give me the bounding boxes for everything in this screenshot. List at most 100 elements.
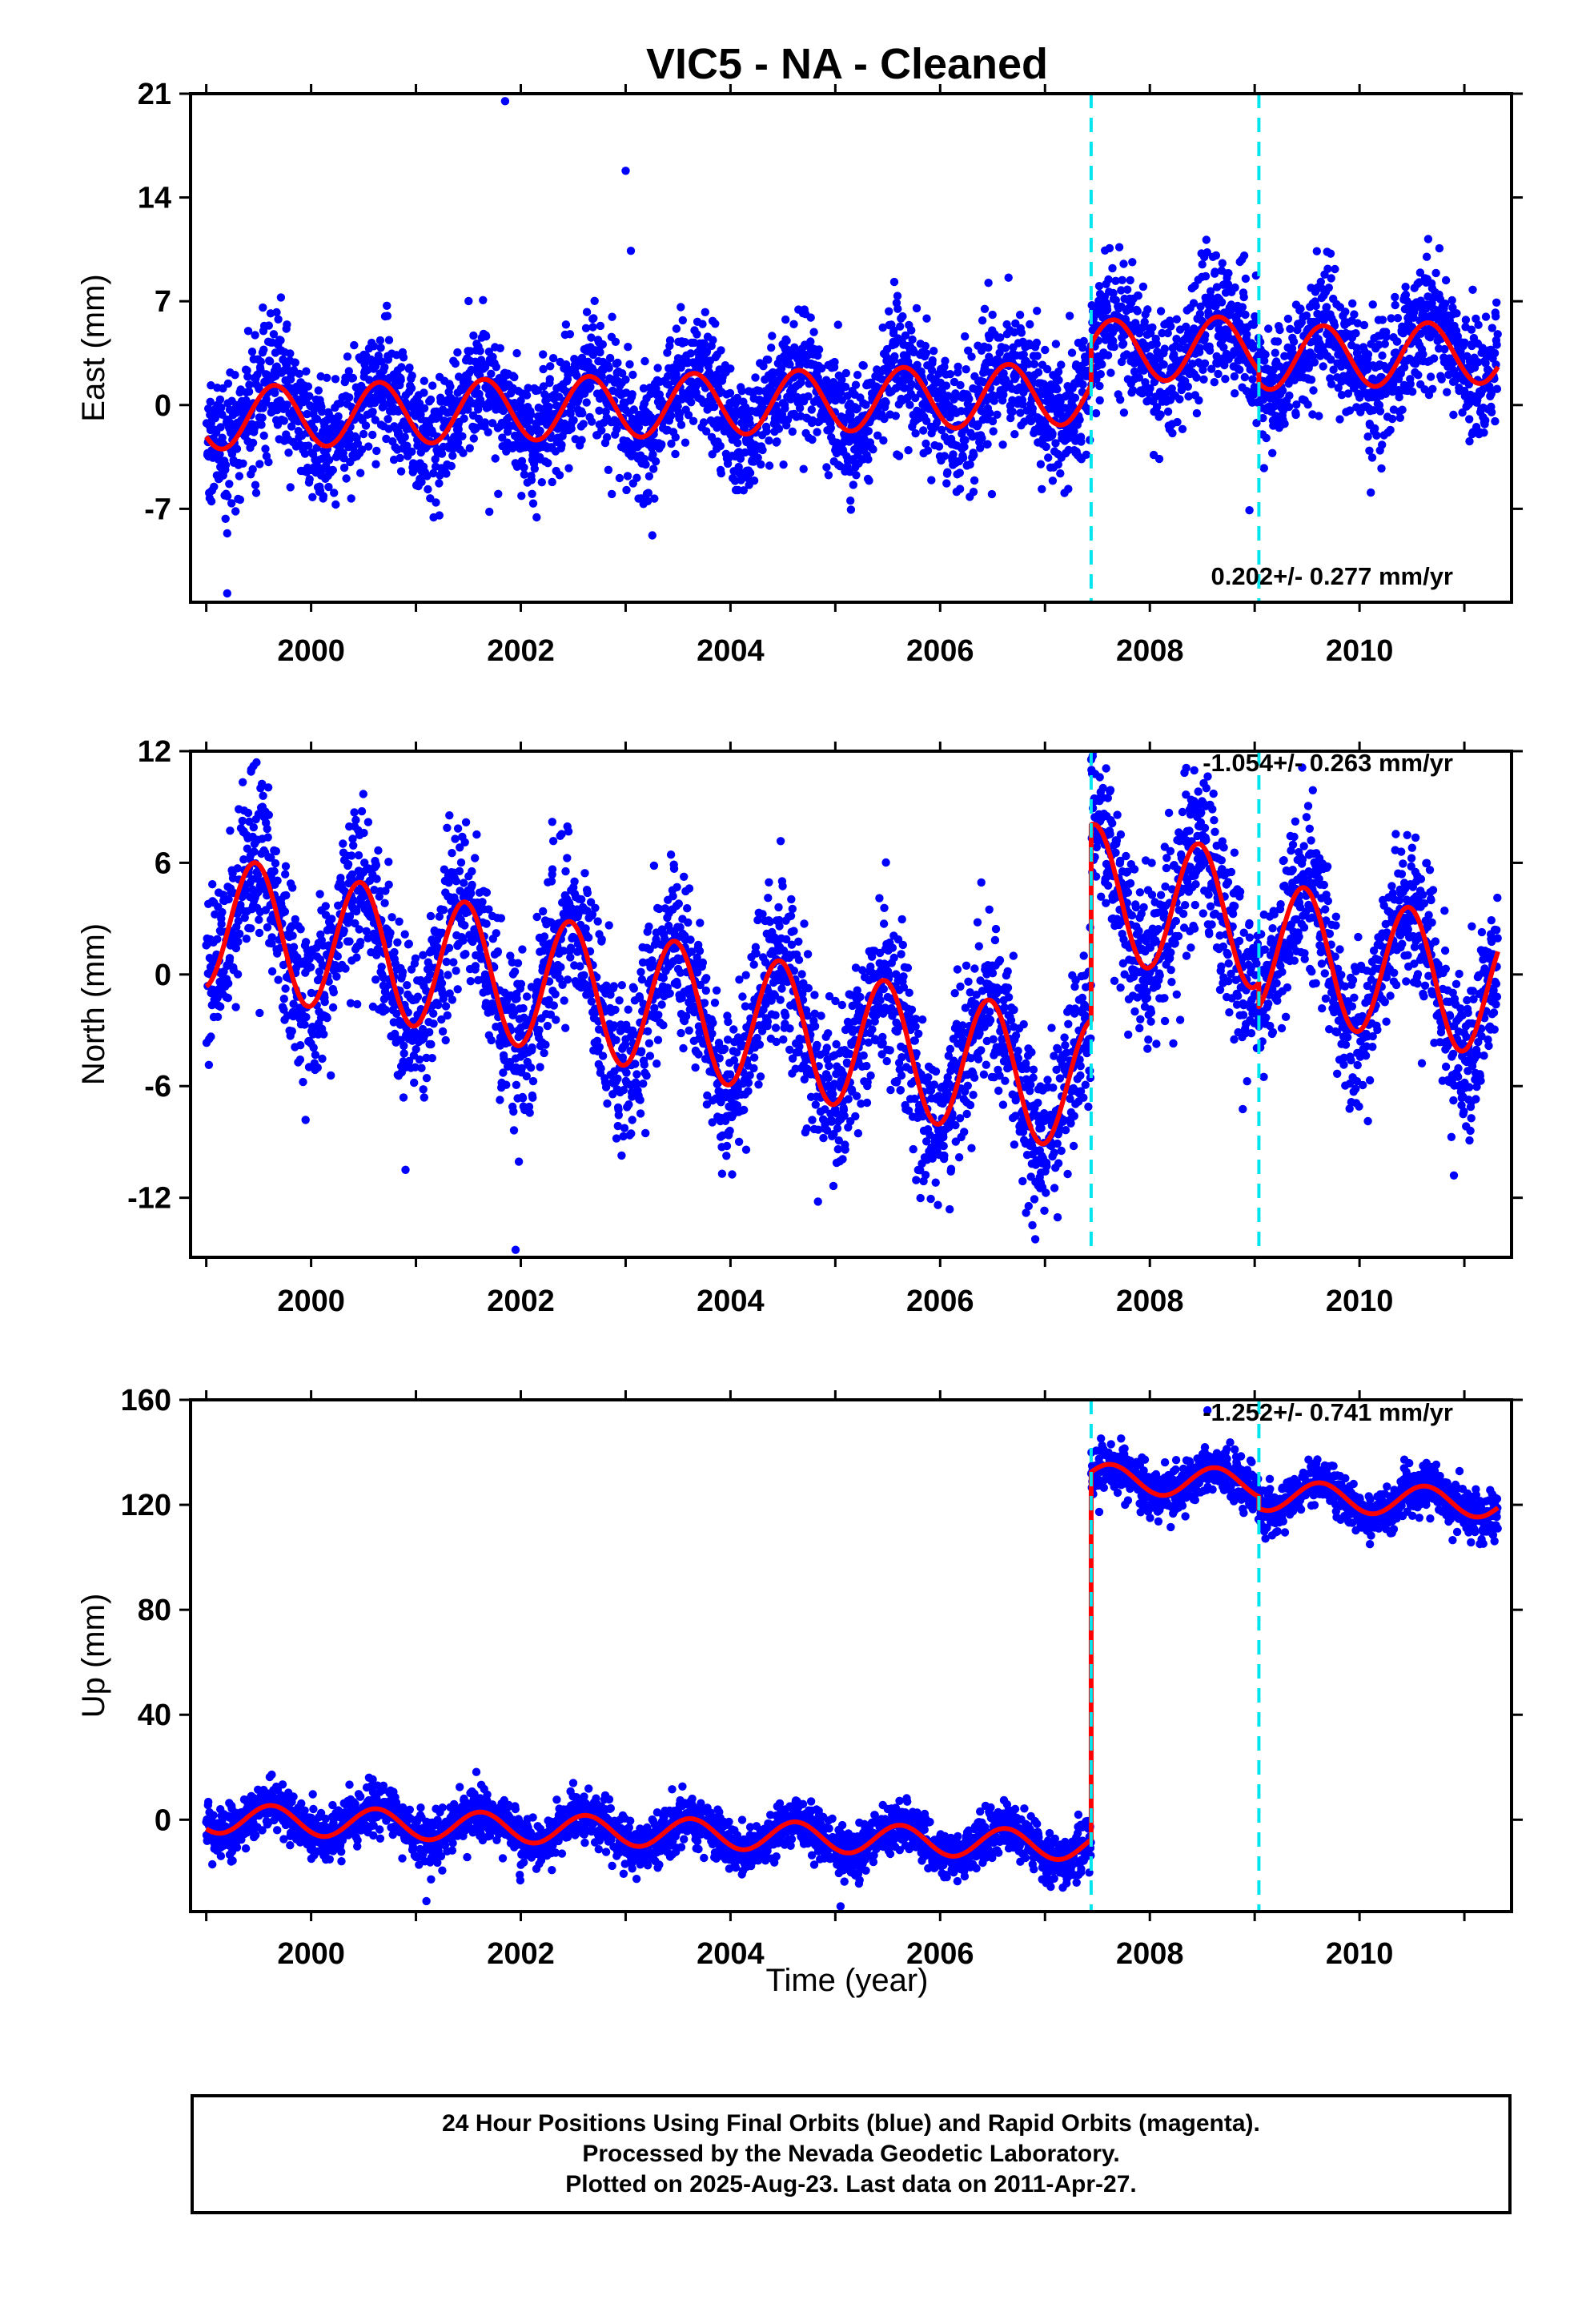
data-point <box>1156 410 1165 419</box>
data-point <box>1030 360 1039 368</box>
data-point <box>749 476 759 485</box>
data-point <box>341 964 350 973</box>
data-point <box>836 388 845 396</box>
data-point <box>467 365 476 375</box>
data-point <box>356 938 365 947</box>
data-point <box>371 975 380 984</box>
data-point <box>564 464 573 472</box>
data-point <box>716 441 725 451</box>
data-point <box>1273 337 1283 346</box>
data-point <box>993 410 1002 419</box>
data-point <box>922 416 931 425</box>
data-point <box>1492 384 1502 393</box>
data-point <box>845 468 854 476</box>
data-point <box>1011 319 1020 328</box>
data-point <box>861 400 870 409</box>
data-point <box>484 428 492 436</box>
data-point <box>608 489 616 499</box>
data-point <box>1026 416 1036 425</box>
data-point <box>1224 269 1233 278</box>
data-point <box>648 531 656 540</box>
data-point <box>677 363 685 372</box>
data-point <box>1377 464 1386 473</box>
data-point <box>1054 368 1063 376</box>
data-point <box>1341 308 1350 316</box>
data-point <box>345 393 354 402</box>
data-point <box>382 434 391 444</box>
data-point <box>259 345 268 354</box>
data-point <box>841 382 850 392</box>
data-point <box>597 372 606 381</box>
data-point <box>990 396 999 405</box>
data-point <box>232 444 242 453</box>
data-point <box>1028 404 1038 413</box>
data-point <box>1205 346 1215 355</box>
data-point <box>1238 303 1247 312</box>
data-point <box>546 433 556 442</box>
data-point <box>956 380 965 390</box>
data-point <box>400 1041 408 1051</box>
data-point <box>492 929 500 938</box>
data-point <box>248 438 258 448</box>
data-point <box>1041 345 1050 355</box>
data-point <box>1119 408 1129 417</box>
data-point <box>1262 433 1271 443</box>
data-point <box>257 420 266 429</box>
data-point <box>1291 410 1300 420</box>
data-point <box>1316 277 1326 287</box>
data-point <box>1467 325 1476 334</box>
data-point <box>319 1030 328 1039</box>
data-point <box>419 1085 428 1094</box>
data-point <box>1363 350 1373 359</box>
data-point <box>267 933 276 942</box>
data-point <box>644 489 652 497</box>
data-point <box>730 476 740 485</box>
data-point <box>1051 340 1061 348</box>
data-point <box>352 953 361 962</box>
data-point <box>1094 282 1104 291</box>
data-point <box>221 514 230 523</box>
data-point <box>399 1093 408 1102</box>
data-point <box>453 438 463 447</box>
data-point <box>1289 337 1299 346</box>
data-point <box>1104 275 1113 284</box>
data-point <box>1038 485 1046 493</box>
data-point <box>272 362 281 371</box>
data-point <box>1177 385 1186 395</box>
east-frame <box>189 92 1513 604</box>
data-point <box>1182 322 1191 332</box>
data-point <box>494 489 503 498</box>
data-point <box>272 308 281 317</box>
data-point <box>1173 417 1182 427</box>
data-point <box>334 412 343 421</box>
data-point <box>300 449 310 458</box>
data-point <box>961 332 970 341</box>
data-point <box>263 824 271 834</box>
data-point <box>711 320 720 328</box>
data-point <box>758 445 767 455</box>
data-point <box>343 352 352 361</box>
data-point <box>1138 282 1148 292</box>
data-point <box>223 379 233 388</box>
data-point <box>449 958 458 967</box>
data-point <box>725 388 735 398</box>
data-point <box>225 480 234 489</box>
data-point <box>218 907 227 917</box>
data-point <box>1326 249 1335 258</box>
data-point <box>469 331 478 340</box>
data-point <box>1158 328 1166 338</box>
data-point <box>432 498 440 507</box>
data-point <box>410 1078 419 1088</box>
data-point <box>1211 251 1221 260</box>
data-point <box>998 440 1007 449</box>
data-point <box>1123 285 1132 294</box>
data-point <box>921 439 930 448</box>
data-point <box>1008 407 1017 416</box>
data-point <box>836 462 845 471</box>
data-point <box>1468 285 1477 294</box>
data-point <box>1042 364 1052 374</box>
data-point <box>1447 296 1456 305</box>
data-point <box>717 468 725 478</box>
data-point <box>938 425 946 435</box>
data-point <box>348 373 358 383</box>
